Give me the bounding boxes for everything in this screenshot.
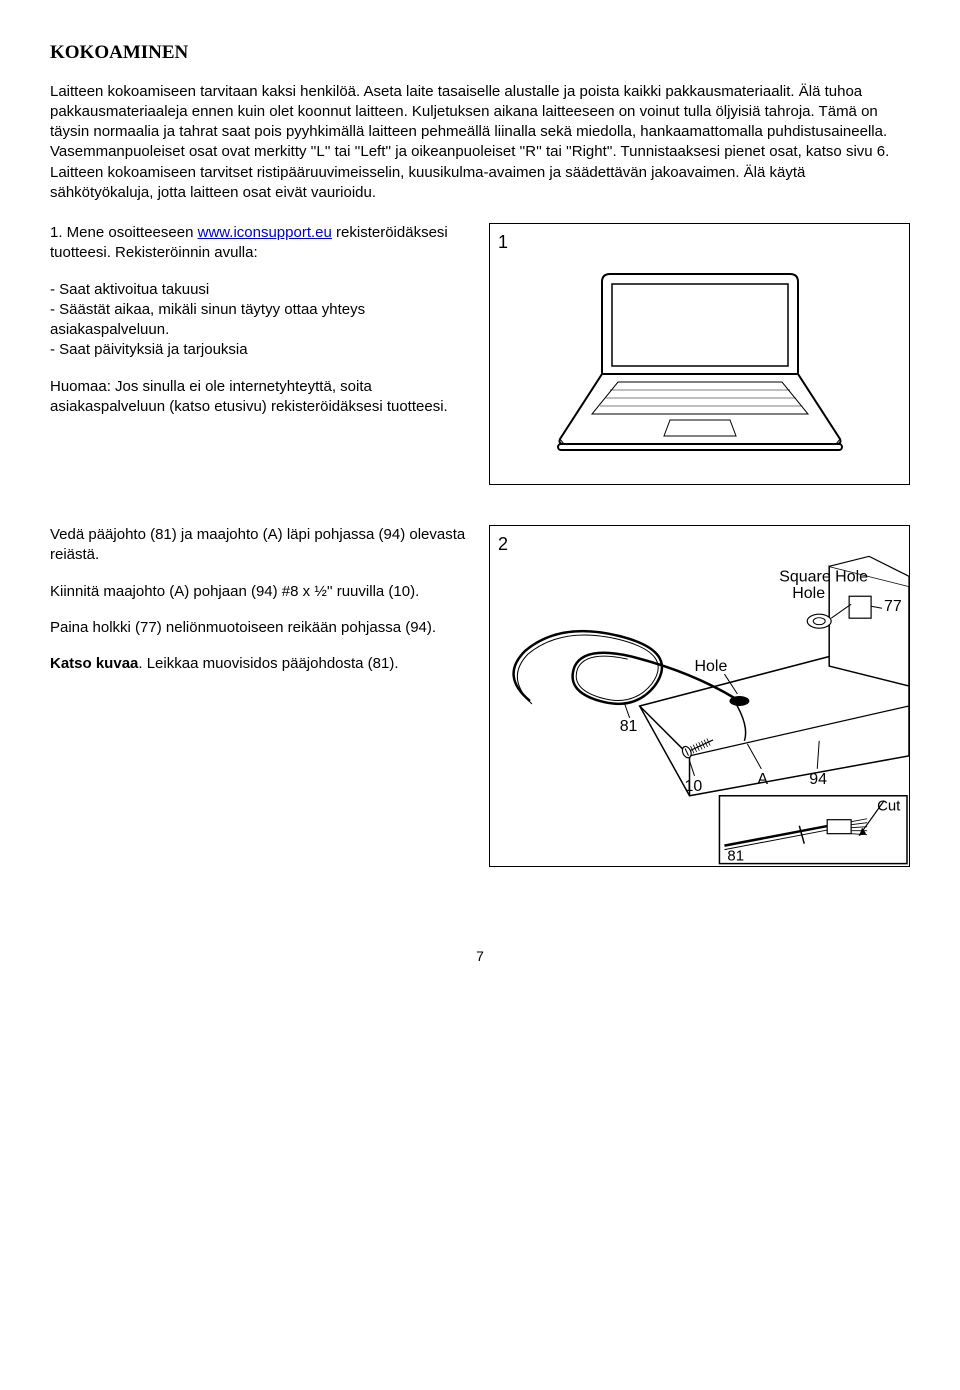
figure-2: 2 (489, 525, 910, 867)
label-a: A (757, 771, 768, 788)
step-1-lead-text: 1. Mene osoitteeseen (50, 224, 198, 241)
label-cut: Cut (877, 798, 901, 815)
step-1-bullet-3: - Saat päivityksiä ja tarjouksia (50, 340, 469, 360)
label-77: 77 (884, 598, 902, 615)
register-link[interactable]: www.iconsupport.eu (198, 224, 332, 241)
page-number: 7 (50, 947, 910, 966)
figure-2-diagram: Square Hole Hole Hole 77 81 10 A 94 Cut … (490, 526, 909, 866)
figure-1: 1 (489, 223, 910, 485)
step-1-row: 1. Mene osoitteeseen www.iconsupport.eu … (50, 223, 910, 485)
intro-paragraph: Laitteen kokoamiseen tarvitaan kaksi hen… (50, 82, 910, 204)
step-1-bullet-1: - Saat aktivoitua takuusi (50, 280, 469, 300)
step-2-p3: Paina holkki (77) neliönmuotoiseen reikä… (50, 618, 469, 638)
step-2-p1: Vedä pääjohto (81) ja maajohto (A) läpi … (50, 525, 469, 566)
label-81: 81 (620, 718, 638, 735)
label-10: 10 (685, 778, 703, 795)
label-94: 94 (809, 771, 827, 788)
step-2-text: Vedä pääjohto (81) ja maajohto (A) läpi … (50, 525, 469, 867)
label-hole: Hole (695, 658, 728, 675)
figure-1-number: 1 (498, 230, 508, 254)
step-1-lead: 1. Mene osoitteeseen www.iconsupport.eu … (50, 223, 469, 264)
laptop-icon (550, 264, 850, 464)
step-1-text: 1. Mene osoitteeseen www.iconsupport.eu … (50, 223, 469, 485)
step-2-p4-rest: . Leikkaa muovisidos pääjohdosta (81). (138, 655, 398, 672)
step-2-p2: Kiinnitä maajohto (A) pohjaan (94) #8 x … (50, 582, 469, 602)
step-1-bullet-2: - Säästät aikaa, mikäli sinun täytyy ott… (50, 300, 469, 341)
step-2-p4-bold: Katso kuvaa (50, 655, 138, 672)
page-heading: KOKOAMINEN (50, 40, 910, 66)
step-2-row: Vedä pääjohto (81) ja maajohto (A) läpi … (50, 525, 910, 867)
label-81b: 81 (727, 848, 744, 865)
step-1-note: Huomaa: Jos sinulla ei ole internetyhtey… (50, 377, 469, 418)
label-square-hole: Square Hole (779, 568, 868, 585)
svg-text:Hole: Hole (792, 585, 825, 602)
step-2-p4: Katso kuvaa. Leikkaa muovisidos pääjohdo… (50, 654, 469, 674)
